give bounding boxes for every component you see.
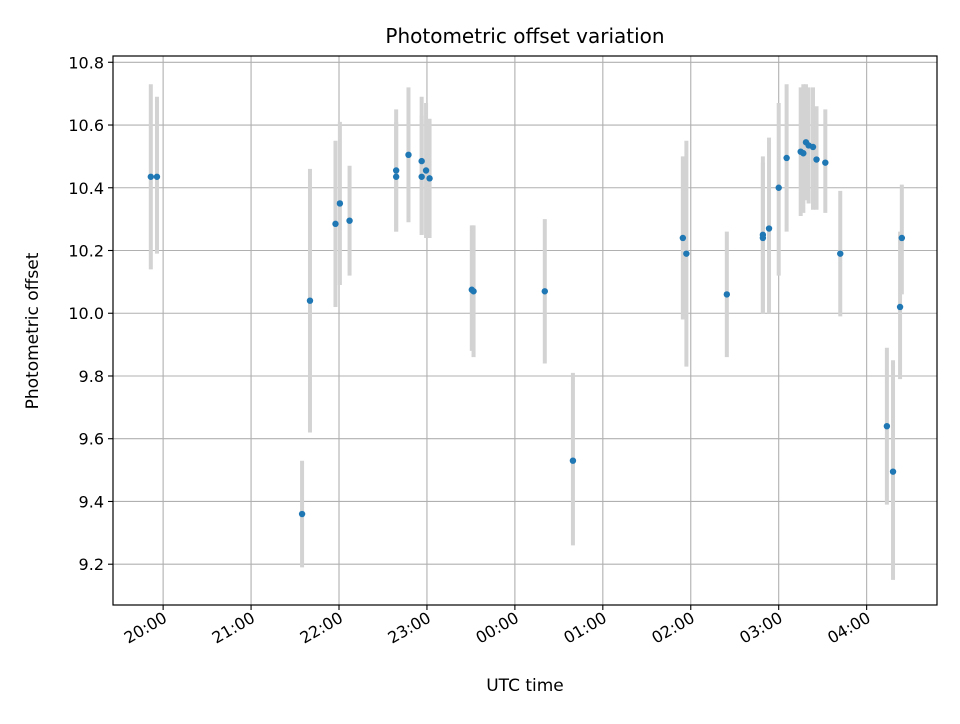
data-point xyxy=(418,173,425,180)
data-point xyxy=(153,173,161,180)
plot-area-frame xyxy=(112,55,938,606)
y-tick-label: 10.4 xyxy=(68,179,104,198)
data-point xyxy=(775,184,782,191)
x-tick-label: 00:00 xyxy=(472,608,521,648)
x-tick-label: 02:00 xyxy=(648,608,697,648)
x-tick-label: 23:00 xyxy=(385,608,434,648)
data-point xyxy=(898,234,906,242)
data-point xyxy=(418,157,425,165)
x-tick-label: 03:00 xyxy=(736,608,785,648)
data-point xyxy=(765,225,773,232)
data-point xyxy=(336,200,344,207)
grid-lines xyxy=(113,56,937,605)
data-point xyxy=(759,234,767,242)
chart-title: Photometric offset variation xyxy=(385,24,664,48)
data-point xyxy=(405,151,412,159)
data-point xyxy=(392,167,400,174)
data-point xyxy=(723,291,731,298)
y-tick-label: 9.8 xyxy=(79,367,104,386)
data-point xyxy=(679,234,687,242)
data-point xyxy=(541,288,548,295)
data-point xyxy=(883,422,891,430)
y-tick-label: 9.6 xyxy=(79,430,104,449)
y-tick-label: 10.0 xyxy=(68,304,104,323)
y-tick-label: 10.2 xyxy=(68,242,104,261)
y-tick-label: 10.8 xyxy=(68,53,104,72)
data-point xyxy=(298,510,306,518)
data-point xyxy=(147,173,155,180)
data-point xyxy=(346,217,353,224)
data-point xyxy=(426,175,433,182)
data-point xyxy=(809,143,817,151)
data-point xyxy=(306,297,314,304)
x-tick-label: 01:00 xyxy=(560,608,609,648)
y-tick-label: 9.4 xyxy=(79,492,104,511)
data-point xyxy=(896,303,904,311)
data-point xyxy=(889,468,897,475)
x-tick-label: 20:00 xyxy=(121,608,170,648)
x-axis-label: UTC time xyxy=(486,676,564,696)
data-point xyxy=(822,159,829,166)
data-point xyxy=(783,154,790,162)
y-axis-label: Photometric offset xyxy=(23,252,43,409)
y-tick-label: 9.2 xyxy=(79,555,104,574)
data-points xyxy=(147,139,906,518)
data-point xyxy=(837,250,844,257)
data-point xyxy=(422,167,430,174)
data-point xyxy=(569,457,577,464)
data-point xyxy=(813,156,820,163)
x-tick-label: 22:00 xyxy=(297,608,346,648)
data-point xyxy=(800,150,807,157)
data-point xyxy=(470,288,477,295)
x-tick-label: 21:00 xyxy=(209,608,258,648)
data-point xyxy=(332,220,339,228)
data-point xyxy=(683,250,690,257)
y-tick-label: 10.6 xyxy=(68,116,104,135)
x-tick-label: 04:00 xyxy=(824,608,873,648)
data-point xyxy=(392,173,400,180)
